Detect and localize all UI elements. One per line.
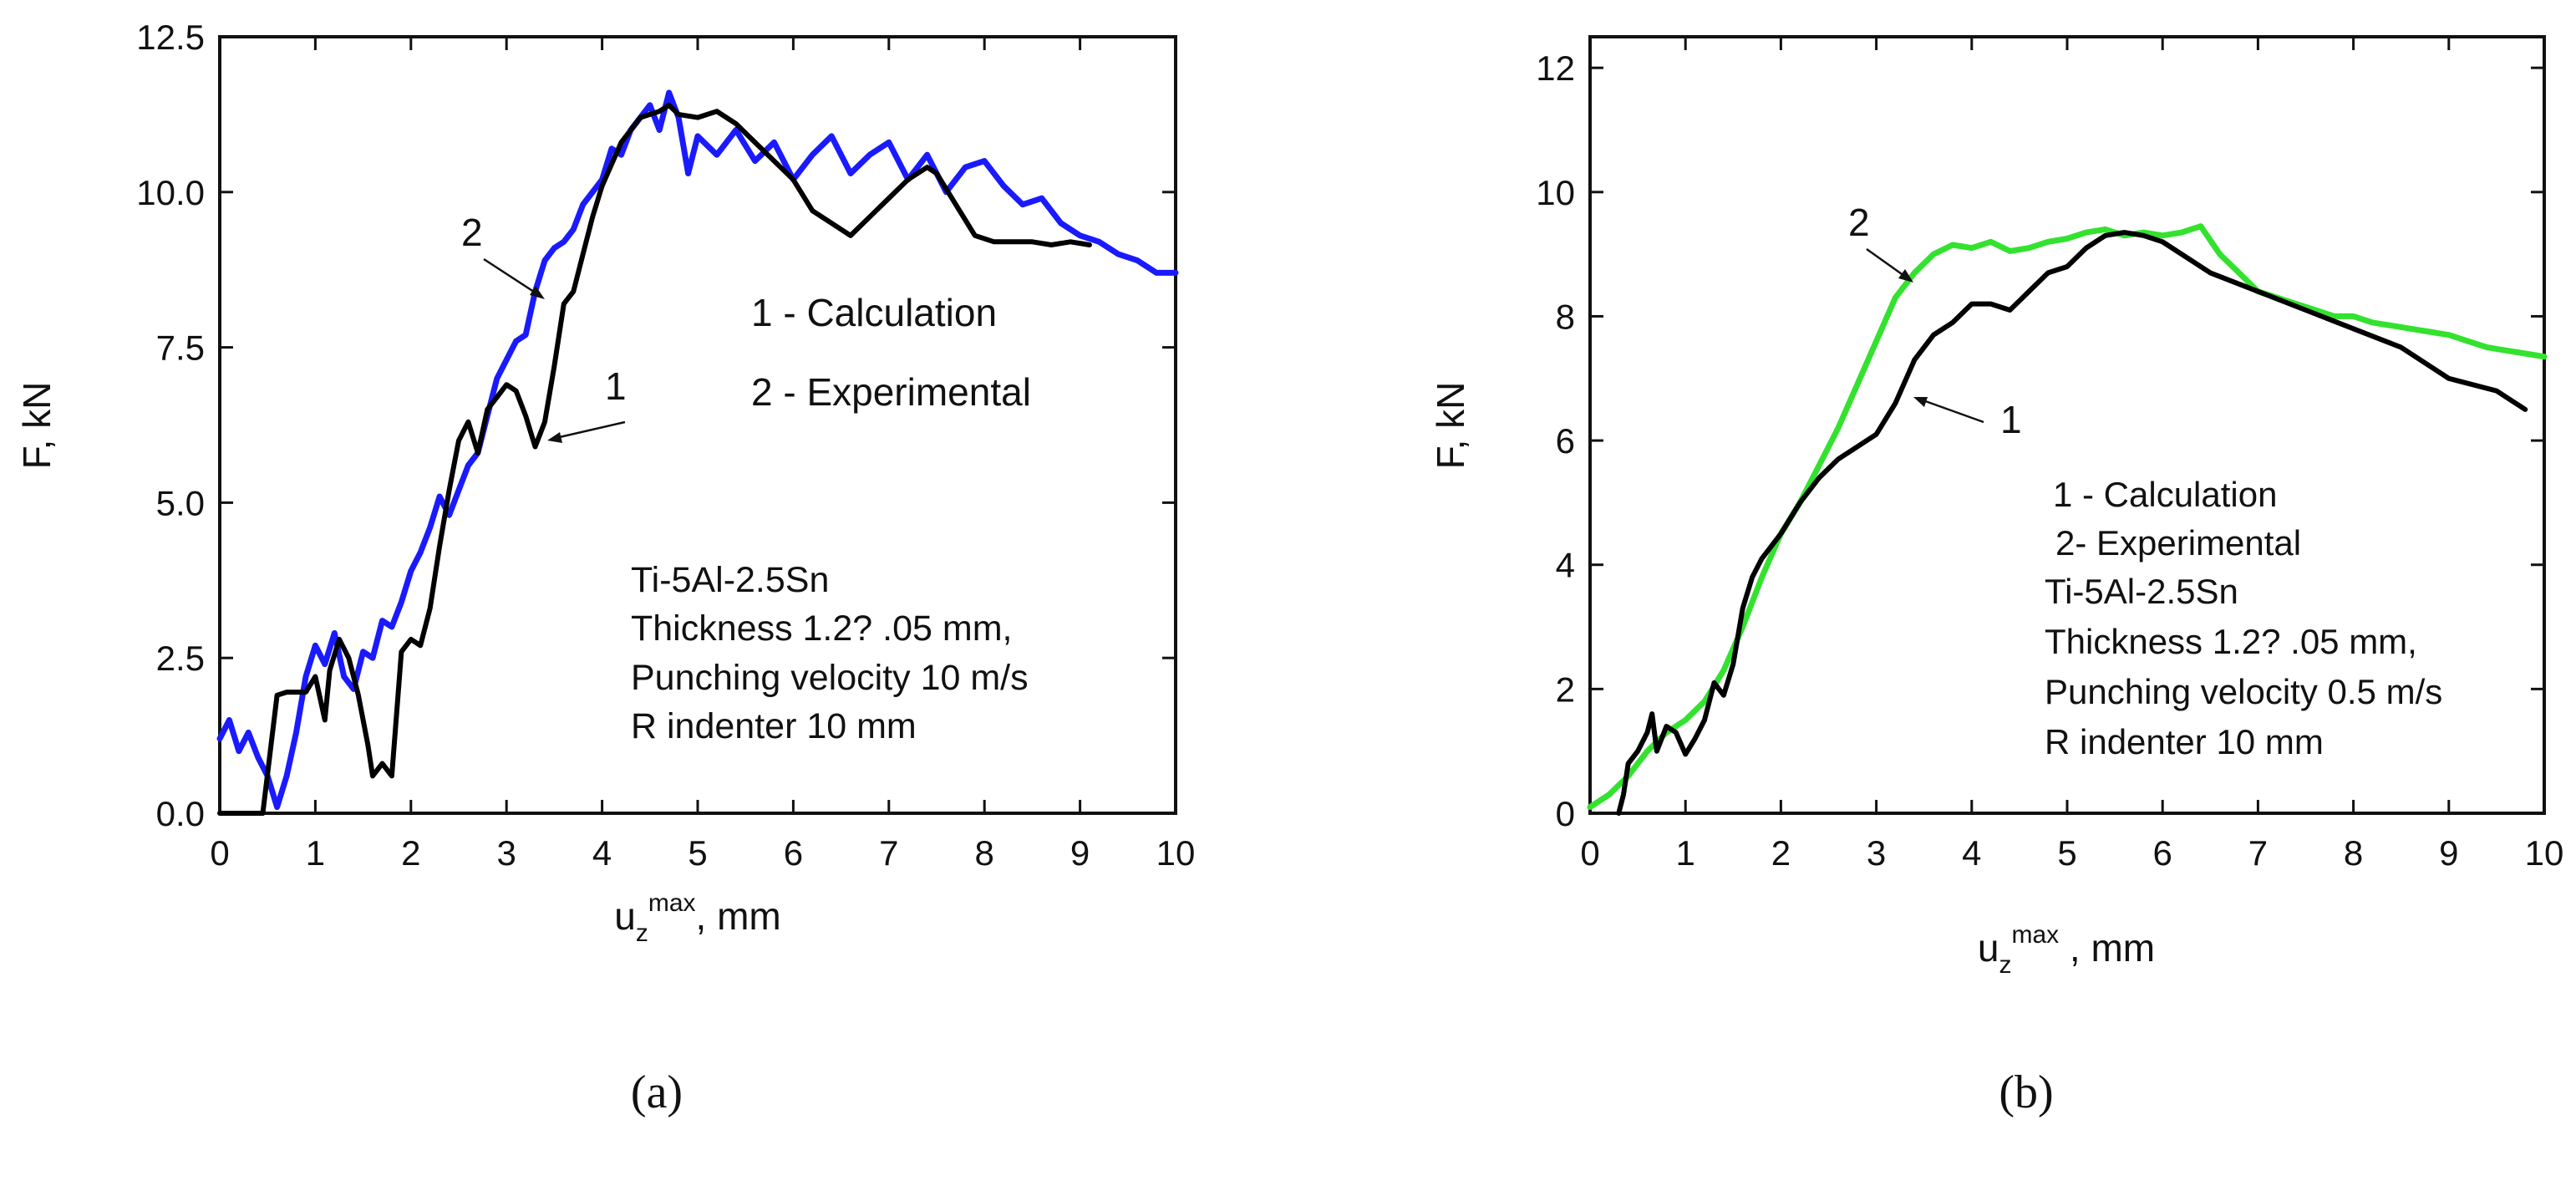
- legend-entry-a-1: 1 - Calculation: [751, 291, 997, 334]
- y-tick-label-b-6: 12: [1536, 48, 1575, 88]
- x-tick-label-b-2: 2: [1771, 833, 1791, 873]
- x-axis-label-unit-a: , mm: [696, 894, 781, 938]
- x-tick-label-a-5: 5: [688, 833, 707, 873]
- y-tick-label-a-0: 0.0: [156, 794, 205, 833]
- annotation-a-line-2: Thickness 1.2? .05 mm,: [631, 608, 1012, 649]
- series-line-b-1: [1616, 230, 2528, 816]
- x-axis-label-base-a: u: [614, 894, 636, 938]
- legend-entry-b-2: 2- Experimental: [2055, 523, 2301, 563]
- panel-label-b: (b): [1999, 1066, 2053, 1118]
- x-axis-label-sub-a: z: [636, 919, 648, 947]
- y-tick-label-a-1: 2.5: [156, 639, 205, 678]
- curve-label-a-1: 1: [605, 364, 627, 408]
- x-tick-label-b-5: 5: [2057, 833, 2076, 873]
- x-tick-label-b-4: 4: [1962, 833, 1981, 873]
- arrowhead-a-1: [547, 432, 562, 443]
- x-axis-label-sup-b: max: [2011, 921, 2059, 949]
- y-axis-label-a: F, kN: [15, 382, 58, 470]
- y-tick-label-b-3: 6: [1556, 421, 1575, 461]
- series-line-a-1: [217, 102, 1092, 816]
- y-tick-label-b-1: 2: [1556, 669, 1575, 709]
- x-axis-label-a: uzmax, mm: [614, 889, 780, 947]
- arrowhead-b-1: [1913, 397, 1928, 407]
- x-tick-label-a-9: 9: [1070, 833, 1090, 873]
- x-tick-label-b-0: 0: [1580, 833, 1599, 873]
- arrowhead-b-2: [1898, 269, 1913, 283]
- axis-ticks-a: 0 1 2 3 4 5 6 7 8 9 10 0.0 2.5 5.0 7.5 10.0 12.5: [136, 18, 1195, 873]
- x-tick-label-a-2: 2: [401, 833, 420, 873]
- y-tick-label-b-5: 10: [1536, 173, 1575, 212]
- y-tick-label-b-2: 4: [1556, 546, 1575, 585]
- x-tick-label-a-0: 0: [210, 833, 229, 873]
- x-tick-label-b-3: 3: [1867, 833, 1886, 873]
- arrowhead-a-2: [530, 286, 545, 299]
- curve-label-b-2: 2: [1848, 201, 1870, 244]
- series-group-a: [216, 89, 1179, 816]
- series-line-b-2: [1587, 223, 2548, 811]
- annotation-b-line-3: Punching velocity 0.5 m/s: [2045, 672, 2442, 711]
- panel-label-a: (a): [631, 1066, 683, 1118]
- x-tick-label-a-10: 10: [1156, 833, 1196, 873]
- annotation-a-line-1: Ti-5Al-2.5Sn: [631, 560, 829, 600]
- annotation-a-line-3: Punching velocity 10 m/s: [631, 658, 1029, 698]
- x-tick-label-a-7: 7: [879, 833, 898, 873]
- x-tick-label-b-9: 9: [2439, 833, 2458, 873]
- x-tick-label-b-10: 10: [2525, 833, 2564, 873]
- annotation-a-line-4: R indenter 10 mm: [631, 706, 917, 746]
- y-tick-label-a-4: 10.0: [136, 173, 205, 212]
- x-tick-label-b-7: 7: [2248, 833, 2268, 873]
- y-tick-label-a-5: 12.5: [136, 18, 205, 57]
- y-axis-label-b: F, kN: [1429, 382, 1472, 470]
- annotation-b-line-1: Ti-5Al-2.5Sn: [2045, 572, 2238, 611]
- x-tick-label-b-8: 8: [2344, 833, 2363, 873]
- x-tick-label-a-6: 6: [784, 833, 803, 873]
- y-tick-label-b-4: 8: [1556, 297, 1575, 336]
- annotation-b-line-2: Thickness 1.2? .05 mm,: [2045, 622, 2417, 661]
- x-axis-label-unit-b: , mm: [2059, 926, 2155, 970]
- y-tick-label-a-3: 7.5: [156, 328, 205, 368]
- x-tick-label-a-3: 3: [497, 833, 516, 873]
- x-tick-label-a-4: 4: [592, 833, 612, 873]
- x-tick-label-a-8: 8: [975, 833, 994, 873]
- arrow-a-2: [483, 257, 542, 298]
- x-tick-label-b-1: 1: [1676, 833, 1695, 873]
- arrow-b-1: [1918, 397, 1984, 424]
- legend-entry-a-2: 2 - Experimental: [751, 370, 1031, 414]
- x-axis-label-b: uzmax , mm: [1978, 921, 2155, 979]
- curve-label-a-2: 2: [461, 211, 483, 254]
- curve-label-b-1: 1: [2000, 398, 2022, 441]
- arrow-a-1: [551, 420, 626, 440]
- x-tick-label-a-1: 1: [306, 833, 325, 873]
- x-axis-label-sub-b: z: [1999, 951, 2011, 979]
- series-group-b: [1587, 223, 2548, 816]
- annotation-b-line-4: R indenter 10 mm: [2045, 722, 2324, 761]
- legend-entry-b-1: 1 - Calculation: [2053, 475, 2277, 514]
- x-axis-label-sup-a: max: [648, 889, 696, 917]
- x-axis-label-base-b: u: [1978, 926, 1999, 970]
- x-tick-label-b-6: 6: [2153, 833, 2172, 873]
- y-tick-label-b-0: 0: [1556, 794, 1575, 833]
- chart-panel-a: 0 1 2 3 4 5 6 7 8 9 10 0.0 2.5 5.0 7.5 10.0 12.5 F, kN u…: [15, 18, 1195, 1118]
- y-tick-label-a-2: 5.0: [156, 483, 205, 522]
